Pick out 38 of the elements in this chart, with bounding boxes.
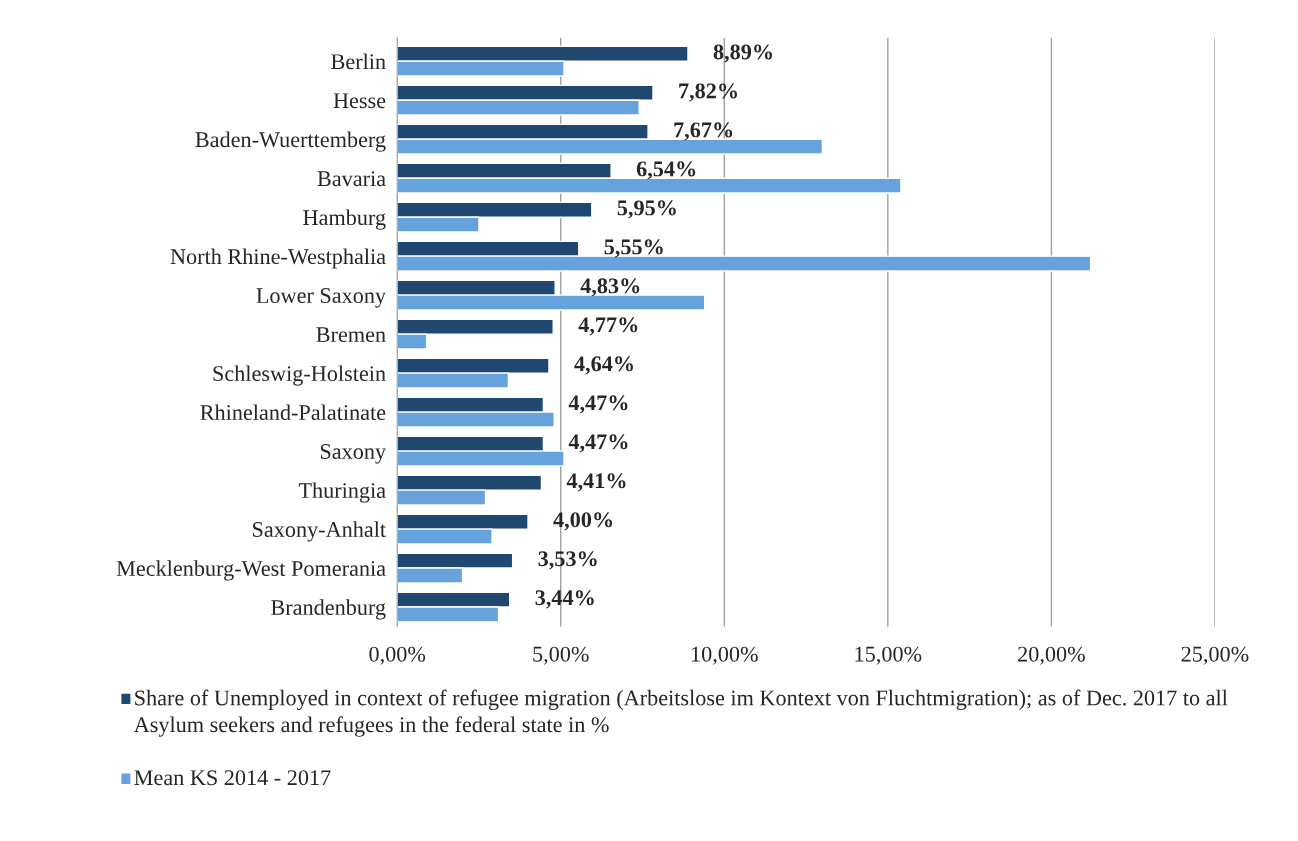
y-tick-label: Schleswig-Holstein [213, 365, 386, 386]
data-label: 4,47% [568, 395, 628, 414]
data-label: 3,53% [538, 551, 597, 570]
data-label: 4,64% [574, 356, 633, 375]
y-tick-label: Mecklenburg-West Pomerania [116, 560, 386, 581]
x-tick-label: 20,00% [1018, 646, 1085, 665]
data-label: 3,44% [535, 590, 594, 609]
data-label: 4,41% [566, 473, 626, 492]
x-tick-label: 10,00% [691, 646, 758, 665]
y-tick-label: Berlin [331, 53, 386, 70]
legend-label: Share of Unemployed in context of refugee migration (Arbeitslose im Kontext von Fluchtmigration); as of Dec. 2017 to all Asylum seekers and refugees in the federal state in % [133, 689, 1228, 737]
y-tick-label: Bavaria [317, 171, 386, 187]
data-label: 6,54% [636, 161, 696, 180]
y-tick-label: Lower Saxony [256, 288, 386, 308]
y-tick-label: Baden-Wuerttemberg [195, 131, 386, 152]
data-label: 4,00% [553, 512, 613, 531]
data-label: 4,77% [578, 317, 638, 336]
x-tick-label: 0,00% [369, 646, 426, 665]
x-tick-label: 5,00% [533, 646, 589, 665]
y-tick-label: Hamburg [303, 209, 386, 230]
y-tick-label: North Rhine-Westphalia [170, 248, 386, 269]
x-tick-label: 15,00% [855, 646, 922, 665]
y-tick-label: Saxony [320, 444, 386, 464]
data-label: 4,47% [568, 434, 628, 453]
x-tick-label: 25,00% [1181, 646, 1249, 665]
data-label: 4,83% [580, 278, 640, 297]
y-tick-label: Hesse [333, 93, 386, 109]
y-tick-label: Thuringia [298, 482, 386, 503]
data-label: 8,89% [713, 44, 772, 63]
data-label: 5,55% [604, 239, 663, 258]
data-label: 7,82% [679, 83, 737, 102]
y-tick-label: Saxony-Anhalt [253, 521, 386, 542]
data-label: 5,95% [617, 200, 676, 219]
y-tick-label: Bremen [316, 327, 386, 343]
y-tick-label: Brandenburg [271, 599, 386, 620]
y-tick-label: Rhineland-Palatinate [200, 404, 386, 421]
legend-label: Mean KS 2014 - 2017 [134, 770, 331, 786]
data-label: 7,67% [674, 122, 733, 141]
